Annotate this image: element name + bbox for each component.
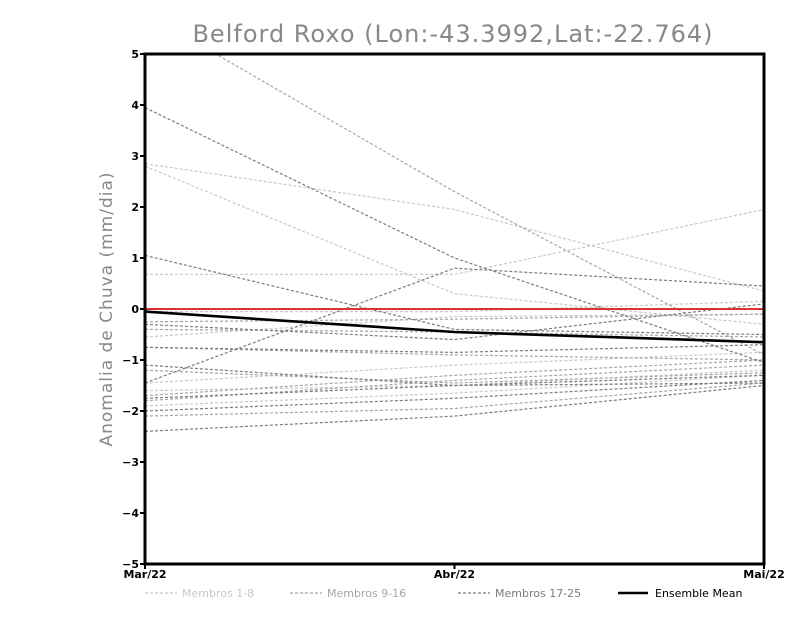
member-line-14 bbox=[145, 328, 764, 338]
member-line-22 bbox=[145, 364, 764, 387]
member-line-15 bbox=[145, 346, 764, 361]
member-line-5 bbox=[145, 313, 764, 338]
member-line-21 bbox=[145, 344, 764, 354]
legend-label-3: Membros 17-25 bbox=[495, 587, 581, 600]
y-tick-label: 1 bbox=[131, 252, 139, 265]
member-line-11 bbox=[145, 359, 764, 397]
y-tick-label: −3 bbox=[122, 456, 139, 469]
member-line-2 bbox=[145, 165, 764, 325]
member-line-25 bbox=[145, 384, 764, 432]
member-line-12 bbox=[145, 364, 764, 402]
member-line-17 bbox=[145, 107, 764, 364]
y-tick-label: 0 bbox=[131, 303, 139, 316]
series-layer bbox=[145, 54, 764, 432]
member-line-13 bbox=[145, 382, 764, 417]
member-line-3 bbox=[145, 208, 764, 275]
y-axis-label: Anomalia de Chuva (mm/dia) bbox=[97, 171, 117, 446]
member-line-18 bbox=[145, 254, 764, 336]
legend-label-1: Membros 1-8 bbox=[182, 587, 254, 600]
member-line-23 bbox=[145, 382, 764, 399]
y-tick-label: −5 bbox=[122, 558, 139, 571]
member-line-7 bbox=[145, 369, 764, 392]
chart-title: Belford Roxo (Lon:-43.3992,Lat:-22.764) bbox=[192, 20, 713, 48]
member-line-20 bbox=[145, 303, 764, 341]
legend-label-4: Ensemble Mean bbox=[655, 587, 742, 600]
y-tick-label: 4 bbox=[131, 99, 139, 112]
y-tick-label: 5 bbox=[131, 48, 139, 61]
member-line-24 bbox=[145, 379, 764, 412]
ensemble-mean-line bbox=[145, 310, 764, 344]
y-tick-label: −4 bbox=[122, 507, 139, 520]
member-line-6 bbox=[145, 351, 764, 384]
member-line-19 bbox=[145, 267, 764, 384]
legend: Membros 1-8 Membros 9-16 Membros 17-25 Ense… bbox=[145, 587, 742, 600]
y-tick-label: 2 bbox=[131, 201, 139, 214]
x-tick-label: Mar/22 bbox=[123, 568, 166, 581]
y-tick-label: −2 bbox=[122, 405, 139, 418]
x-tick-label: Abr/22 bbox=[434, 568, 475, 581]
member-line-9 bbox=[214, 54, 764, 356]
y-tick-label: 3 bbox=[131, 150, 139, 163]
x-tick-label: Mai/22 bbox=[743, 568, 784, 581]
y-tick-label: −1 bbox=[122, 354, 139, 367]
member-line-16 bbox=[145, 369, 764, 384]
member-line-1 bbox=[145, 163, 764, 292]
legend-label-2: Membros 9-16 bbox=[327, 587, 406, 600]
member-line-8 bbox=[145, 374, 764, 407]
member-line-4 bbox=[145, 300, 764, 313]
